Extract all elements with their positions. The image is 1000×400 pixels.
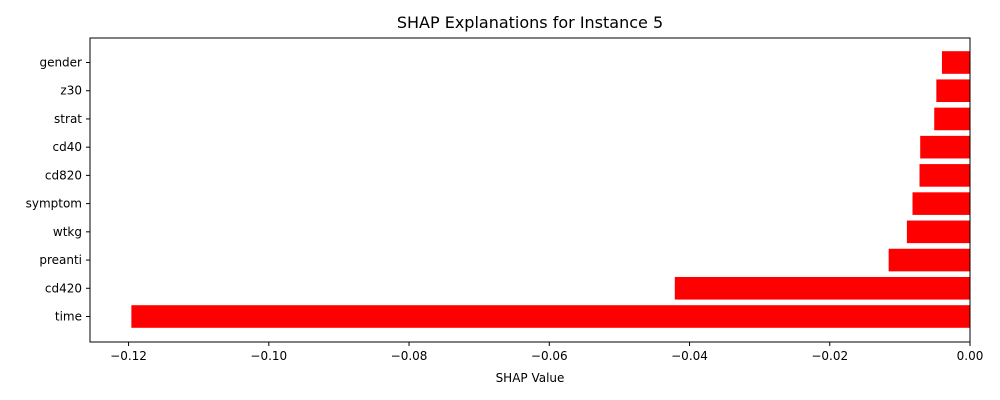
y-axis: gender z30 strat cd40 cd820 symptom wtkg preant…: [26, 56, 90, 324]
x-tick-label: −0.12: [110, 349, 147, 363]
x-axis: −0.12 −0.10 −0.08 −0.06 −0.04 −0.02 0.00: [110, 342, 983, 363]
y-tick-label-wtkg: wtkg: [53, 225, 82, 239]
x-tick-label: −0.10: [250, 349, 287, 363]
bar-wtkg: [906, 220, 970, 244]
bar-z30: [936, 79, 970, 103]
y-tick-label-preanti: preanti: [39, 253, 82, 267]
y-tick-label-cd40: cd40: [53, 140, 82, 154]
bar-cd40: [920, 135, 970, 159]
y-tick-label-cd820: cd820: [45, 168, 82, 182]
x-tick-label: −0.04: [671, 349, 708, 363]
x-tick-label: −0.08: [391, 349, 428, 363]
y-tick-label-cd420: cd420: [45, 281, 82, 295]
x-tick-label: 0.00: [957, 349, 984, 363]
x-tick-label: −0.06: [531, 349, 568, 363]
bar-time: [131, 305, 971, 328]
y-tick-label-symptom: symptom: [26, 197, 82, 211]
x-axis-label: SHAP Value: [496, 371, 565, 385]
bar-cd820: [919, 164, 970, 187]
plot-frame: [89, 37, 971, 343]
bar-preanti: [888, 248, 970, 272]
bar-cd420: [674, 276, 970, 300]
bar-symptom: [912, 192, 970, 215]
bar-strat: [934, 107, 970, 131]
y-tick-label-time: time: [55, 310, 82, 324]
y-tick-label-z30: z30: [60, 84, 82, 98]
y-tick-label-gender: gender: [39, 56, 82, 70]
y-tick-label-strat: strat: [54, 112, 82, 126]
bar-gender: [941, 51, 970, 74]
bars-group: [131, 51, 971, 328]
chart-title: SHAP Explanations for Instance 5: [397, 13, 663, 32]
x-tick-label: −0.02: [811, 349, 848, 363]
